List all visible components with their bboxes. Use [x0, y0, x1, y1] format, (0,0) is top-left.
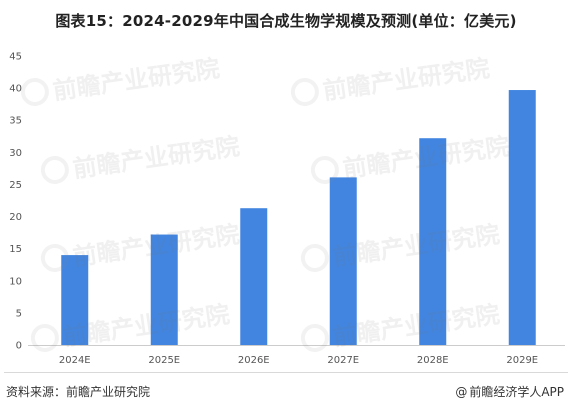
- credit-text: 前瞻经济学人APP: [469, 385, 564, 399]
- x-tick-label: 2026E: [238, 355, 270, 366]
- y-tick-label: 5: [16, 308, 22, 319]
- x-tick-label: 2025E: [148, 355, 180, 366]
- y-tick-label: 40: [9, 84, 22, 95]
- x-tick-label: 2024E: [59, 355, 91, 366]
- bar-2028E: [419, 138, 447, 345]
- at-icon: @: [455, 384, 468, 399]
- y-axis: 0 5 10 15 20 25 30 35 40 45: [9, 52, 22, 352]
- bar-2024E: [61, 255, 89, 345]
- x-tick-label: 2028E: [417, 355, 449, 366]
- source-text: 资料来源：前瞻产业研究院: [6, 385, 151, 399]
- y-tick-label: 45: [9, 52, 22, 63]
- x-axis-labels: 2024E 2025E 2026E 2027E 2028E 2029E: [59, 355, 538, 366]
- bars-group: [61, 90, 536, 345]
- y-tick-label: 15: [9, 244, 22, 255]
- y-tick-label: 0: [16, 341, 22, 352]
- y-tick-label: 25: [9, 180, 22, 191]
- bar-2025E: [150, 234, 178, 345]
- y-tick-label: 30: [9, 148, 22, 159]
- y-tick-label: 10: [9, 276, 22, 287]
- bar-2026E: [240, 208, 268, 345]
- chart-title: 图表15：2024-2029年中国合成生物学规模及预测(单位：亿美元): [55, 12, 517, 30]
- y-tick-label: 20: [9, 212, 22, 223]
- x-tick-label: 2029E: [506, 355, 538, 366]
- y-tick-label: 35: [9, 116, 22, 127]
- footer-divider: [4, 372, 568, 373]
- bar-2029E: [508, 90, 536, 345]
- credit: @ 前瞻经济学人APP: [455, 383, 564, 400]
- x-tick-label: 2027E: [327, 355, 359, 366]
- bar-2027E: [329, 177, 357, 345]
